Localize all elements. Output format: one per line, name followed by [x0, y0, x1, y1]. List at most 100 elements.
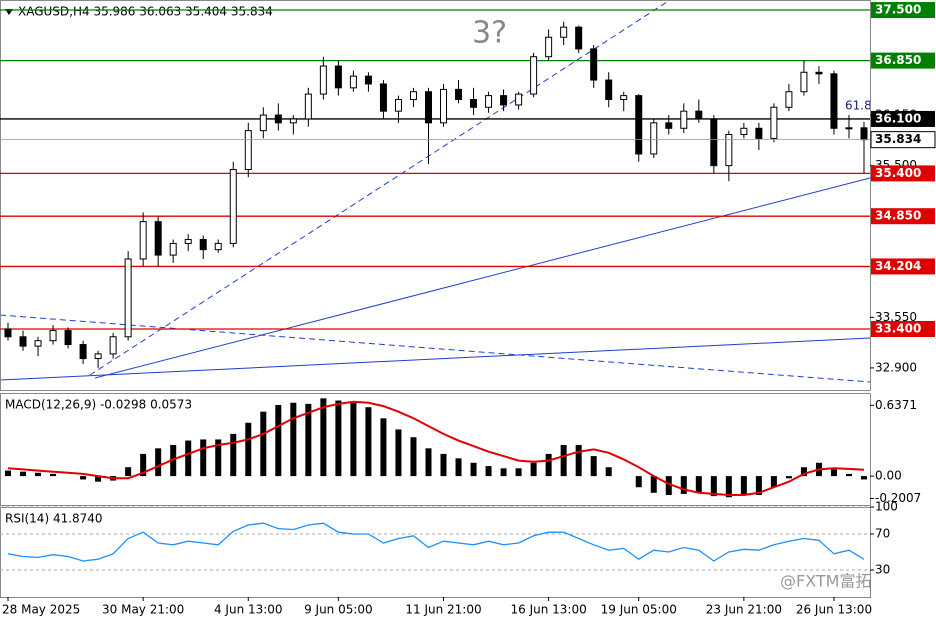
- candle-body: [349, 75, 357, 89]
- candle-body: [560, 26, 568, 38]
- panel-borders: [0, 0, 871, 598]
- histogram-bar: [590, 456, 597, 477]
- x-tick-label: 23 Jun 21:00: [706, 603, 782, 617]
- macd-panel: [0, 393, 871, 506]
- trendline: [94, 177, 871, 379]
- candle-body: [289, 118, 297, 124]
- x-tick-label: 30 May 21:00: [102, 603, 184, 617]
- histogram-bar: [365, 407, 372, 477]
- candle-body: [334, 65, 342, 89]
- candle-body: [304, 93, 312, 120]
- watermark: @FXTM富拓: [780, 572, 871, 591]
- x-tick-label: 26 Jun 13:00: [796, 603, 872, 617]
- y-tick-label: 32.900: [875, 360, 917, 374]
- x-tick-label: 16 Jun 13:00: [511, 603, 587, 617]
- level-label: 34.204: [875, 259, 921, 273]
- candle-body: [725, 134, 733, 167]
- histogram-bar: [755, 476, 762, 495]
- histogram-bar: [35, 472, 42, 477]
- trendlines: [0, 0, 871, 383]
- level-tag: [871, 52, 935, 69]
- level-label: 35.400: [875, 166, 921, 180]
- histogram-bar: [170, 445, 177, 477]
- histogram-bar: [440, 453, 447, 477]
- candle-body: [455, 88, 463, 101]
- candle-body: [755, 127, 763, 139]
- histogram-bar: [485, 466, 492, 477]
- candle-body: [19, 336, 27, 347]
- level-tag: [871, 110, 935, 127]
- candle-body: [64, 330, 72, 346]
- candle-body: [409, 91, 417, 101]
- histogram-bar: [380, 418, 387, 477]
- candle-body: [274, 114, 282, 124]
- histogram-bar: [635, 476, 642, 488]
- level-label: 36.100: [875, 111, 921, 125]
- candle-body: [94, 353, 102, 360]
- histogram-bar: [425, 448, 432, 477]
- histogram-bar: [290, 402, 297, 477]
- histogram-bar: [335, 400, 342, 477]
- candle-body: [124, 258, 132, 338]
- level-label: 34.850: [875, 209, 921, 223]
- annotation: 3?: [472, 16, 507, 51]
- histogram-bar: [680, 476, 687, 494]
- candle-body: [244, 130, 252, 171]
- histogram-bar: [50, 473, 57, 477]
- histogram-bar: [80, 476, 87, 480]
- histogram-bar: [125, 467, 132, 477]
- candle-body: [34, 340, 42, 347]
- panel-title: RSI(14) 41.8740: [5, 512, 103, 526]
- candle-body: [740, 127, 748, 136]
- histogram-bar: [710, 476, 717, 497]
- level-tag: [871, 2, 935, 19]
- histogram-bar: [665, 476, 672, 495]
- annotation: 61.8: [845, 99, 872, 113]
- histogram-bar: [800, 467, 807, 477]
- histogram-bar: [770, 476, 777, 488]
- candle-body: [680, 110, 688, 129]
- histogram-bar: [245, 422, 252, 477]
- histogram-bar: [20, 471, 27, 477]
- level-label: 36.850: [875, 53, 921, 67]
- trendline: [0, 337, 871, 381]
- candle-body: [785, 91, 793, 108]
- histogram-bar: [861, 476, 867, 480]
- series-line: [7, 400, 865, 496]
- candle-body: [139, 221, 147, 260]
- candle-body: [229, 169, 237, 244]
- candle-body: [49, 330, 57, 342]
- y-tick-label: 30: [875, 563, 890, 577]
- y-tick-label: 0.00: [875, 469, 902, 483]
- histogram-bar: [155, 448, 162, 477]
- candle-body: [169, 242, 177, 256]
- histogram-bar: [650, 476, 657, 493]
- candle-body: [214, 242, 222, 251]
- histogram-bar: [470, 462, 477, 477]
- candle-body: [485, 95, 493, 108]
- candle-body: [800, 71, 808, 93]
- candle-body: [530, 56, 538, 95]
- histogram-bar: [575, 445, 582, 477]
- histogram-bar: [455, 458, 462, 477]
- candle-body: [154, 221, 162, 256]
- candle-body: [109, 336, 117, 355]
- histogram-bar: [740, 476, 747, 495]
- price-tag: [870, 131, 936, 149]
- histogram-bar: [260, 411, 267, 477]
- candle-body: [500, 95, 508, 106]
- level-tag: [871, 321, 935, 338]
- candle-body: [620, 95, 628, 101]
- histogram-bar: [785, 476, 792, 479]
- candle-body: [184, 239, 192, 244]
- trendline: [0, 314, 871, 383]
- histogram-bar: [320, 398, 327, 477]
- y-tick-label: -0.2007: [875, 491, 921, 505]
- histogram-bar: [500, 468, 507, 477]
- y-tick-label: 33.550: [875, 310, 917, 324]
- histogram-bar: [395, 429, 402, 477]
- y-tick-label: 70: [875, 527, 890, 541]
- histogram-bar: [515, 468, 522, 477]
- candle-body: [575, 26, 583, 50]
- histogram-bar: [215, 439, 222, 477]
